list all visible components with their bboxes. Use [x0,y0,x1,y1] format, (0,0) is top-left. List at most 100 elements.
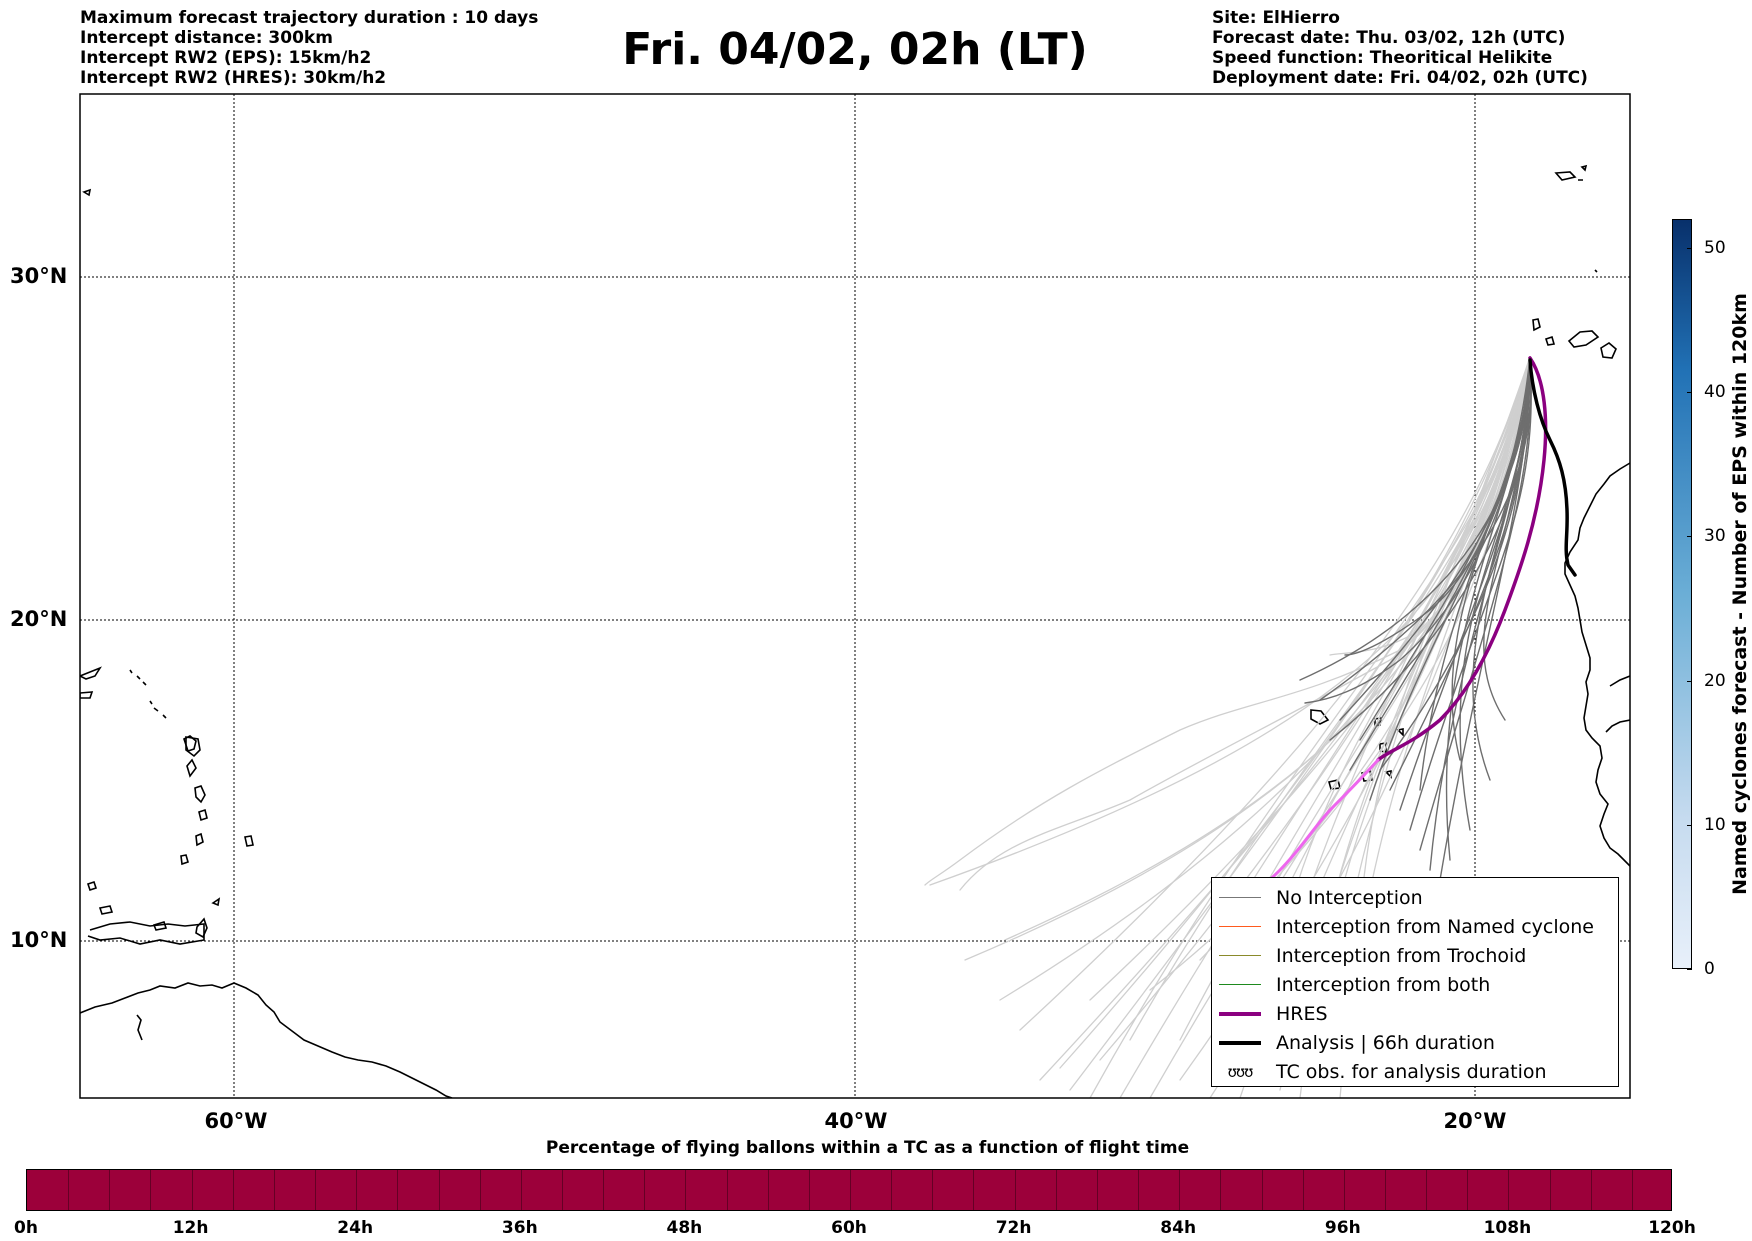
colorbar-flight-time [26,1169,1672,1211]
flight-time-bin-divider [1179,1170,1181,1210]
flight-time-bin-divider [1138,1170,1140,1210]
info-deployment-date: Deployment date: Fri. 04/02, 02h (UTC) [1212,68,1588,88]
flight-time-bin-divider [191,1170,193,1210]
coast-canary-gomera [1532,318,1541,332]
flight-time-bin-divider [1631,1170,1633,1210]
flight-time-label: 72h [995,1218,1032,1238]
legend-label-both: Interception from both [1276,973,1491,996]
coast-virgin-islands [80,666,102,680]
flight-time-bin-divider [109,1170,111,1210]
lon-label-20w: 20°W [1443,1109,1507,1133]
coast-cape-verde-1 [1310,709,1330,725]
flight-time-bin-divider [1343,1170,1345,1210]
coast-cape-verde-6 [1384,770,1392,779]
coast-lesser-antilles-2 [186,758,197,778]
trajectory-long [1409,356,1532,831]
flight-time-bin-divider [315,1170,317,1210]
legend-label-hres: HRES [1276,1002,1328,1025]
info-site: Site: ElHierro [1212,8,1340,28]
legend-item-tc-obs: ʊʊʊ TC obs. for analysis duration [1212,1057,1618,1086]
info-intercept-eps: Intercept RW2 (EPS): 15km/h2 [80,48,372,68]
lon-label-40w: 40°W [824,1109,888,1133]
coast-barbados [244,835,254,847]
flight-time-bin-divider [685,1170,687,1210]
flight-time-bin-divider [561,1170,563,1210]
trajectory-long [1472,356,1531,781]
coast-africa [1564,462,1630,867]
colorbar-named-cyclones [1672,219,1692,969]
flight-time-bin-divider [397,1170,399,1210]
flight-time-label: 48h [666,1218,703,1238]
coast-bermuda-like [82,188,92,197]
flight-time-bin-divider [479,1170,481,1210]
info-speed-function: Speed function: Theoritical Helikite [1212,48,1553,68]
flight-time-label: 0h [14,1218,38,1238]
flight-time-bin-divider [438,1170,440,1210]
map-title: Fri. 04/02, 02h (LT) [622,24,1088,75]
lon-label-60w: 60°W [204,1109,268,1133]
colorbar-named-cyclones-title: Named cyclones forecast - Number of EPS … [1729,293,1751,895]
flight-time-bin-divider [1384,1170,1386,1210]
legend-item-analysis: Analysis | 66h duration [1212,1028,1618,1057]
trajectory-long [1369,356,1531,801]
coast-canary-gran [1600,342,1617,359]
map-legend: No Interception Interception from Named … [1211,877,1619,1087]
flight-time-label: 108h [1483,1218,1532,1238]
flight-time-bin-divider [1302,1170,1304,1210]
flight-time-bin-divider [68,1170,70,1210]
flight-time-bin-divider [1261,1170,1263,1210]
flight-time-bin-divider [1096,1170,1098,1210]
flight-time-bin-divider [644,1170,646,1210]
flight-time-bin-divider [891,1170,893,1210]
coast-tobago [211,897,221,907]
coast-aruba [86,880,98,892]
legend-item-hres: HRES [1212,999,1618,1028]
coast-trinidad [195,917,208,939]
cbar-tickmark-20 [1687,681,1692,682]
info-right-block: Site: ElHierro Forecast date: Thu. 03/02… [1212,8,1588,88]
flight-time-bin-divider [808,1170,810,1210]
legend-swatch-hres [1218,1011,1262,1016]
legend-swatch-analysis [1218,1040,1262,1045]
cbar-tick-50: 50 [1704,238,1726,258]
coast-canary-fuerte [1544,335,1556,346]
legend-swatch-trochoid [1218,954,1262,957]
coast-madeira [1554,171,1577,181]
legend-swatch-both [1218,983,1262,986]
coast-africa-2 [1605,675,1630,733]
trajectory-long [1304,356,1531,704]
trajectory-short [1069,356,1531,1091]
legend-swatch-named-cyclone [1218,925,1262,928]
flight-time-bin-divider [232,1170,234,1210]
flight-time-bin-divider [1055,1170,1057,1210]
flight-time-bin-divider [726,1170,728,1210]
legend-item-named-cyclone: Interception from Named cyclone [1212,912,1618,941]
flight-time-bin-divider [273,1170,275,1210]
flight-time-bin-divider [932,1170,934,1210]
coast-lesser-antilles-3 [194,785,206,804]
cbar-tick-0: 0 [1704,959,1715,979]
coast-desertas [1594,269,1598,273]
flight-time-bin-divider [1426,1170,1428,1210]
coast-guyana-shelf [136,1014,143,1041]
flight-time-bin-divider [767,1170,769,1210]
trajectory-long [1344,356,1531,656]
legend-swatch-no-interception [1218,896,1262,899]
legend-item-both: Interception from both [1212,970,1618,999]
coast-guadeloupe [185,736,201,758]
cbar-tickmark-50 [1687,248,1692,249]
legend-item-no-interception: No Interception [1212,883,1618,912]
info-intercept-hres: Intercept RW2 (HRES): 30km/h2 [80,68,387,88]
info-left-block: Maximum forecast trajectory duration : 1… [80,8,538,88]
flight-time-bin-divider [1508,1170,1510,1210]
flight-time-label: 12h [172,1218,209,1238]
info-intercept-distance: Intercept distance: 300km [80,28,333,48]
coast-canary-lanzarote [1567,330,1600,348]
legend-item-trochoid: Interception from Trochoid [1212,941,1618,970]
cbar-tick-20: 20 [1704,671,1726,691]
flight-time-label: 36h [501,1218,538,1238]
cbar-tickmark-0 [1687,969,1692,970]
lat-label-30n: 30°N [10,264,68,288]
coast-madeira-porto [1578,164,1588,181]
